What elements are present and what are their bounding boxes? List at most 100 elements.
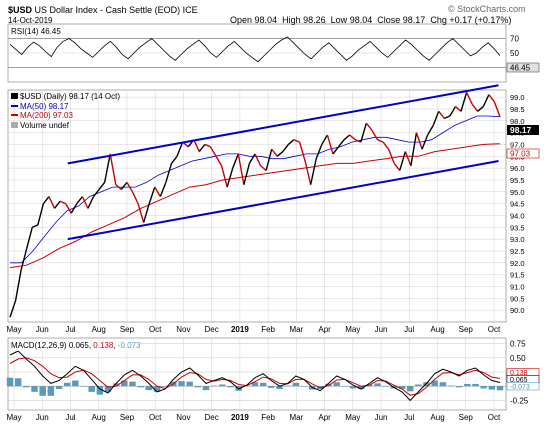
price-segment <box>248 153 256 164</box>
price-segment <box>349 134 356 141</box>
macd-histogram-bar <box>447 385 455 387</box>
symbol-header: $USD US Dollar Index - Cash Settle (EOD)… <box>8 5 198 16</box>
macd-histogram-bar <box>398 386 406 390</box>
macd-histogram-bar <box>455 386 463 388</box>
price-segment <box>488 94 495 103</box>
price-x-tick-label: Apr <box>318 325 331 334</box>
legend-item-price: $USD (Daily) 98.17 (14 Oct) <box>11 92 120 102</box>
price-panel: 99.098.598.097.597.096.596.095.595.094.5… <box>6 84 540 334</box>
price-segment <box>81 196 89 209</box>
macd-histogram-bar <box>464 383 471 387</box>
price-segment <box>427 125 434 136</box>
macd-value-tag <box>506 382 540 391</box>
macd-histogram-bar <box>308 386 316 390</box>
price-segment <box>282 144 289 152</box>
macd-histogram-bar <box>121 380 128 387</box>
quote-date: 14-Oct-2019 <box>8 16 53 25</box>
price-segment <box>87 196 95 209</box>
macd-histogram-bar <box>333 382 340 387</box>
low-label: Low <box>330 15 348 25</box>
macd-histogram-bar <box>488 386 496 390</box>
low-value: 98.04 <box>349 15 373 25</box>
macd-line <box>9 350 501 402</box>
macd-histogram-bar <box>47 386 55 396</box>
macd-histogram-bar <box>219 384 226 387</box>
macd-histogram-bar <box>423 382 430 387</box>
macd-x-tick-label: Oct <box>149 413 162 422</box>
macd-histogram-bar <box>186 381 193 387</box>
ma50-swatch-icon <box>11 104 18 107</box>
price-segment <box>103 153 111 183</box>
price-tick-label: 91.0 <box>510 282 525 291</box>
price-x-tick-label: Jul <box>404 325 414 334</box>
macd-histogram-bar <box>227 386 234 388</box>
price-x-tick-label: Jul <box>65 325 75 334</box>
volume-swatch-icon <box>11 121 18 128</box>
price-segment <box>449 106 457 117</box>
macd-histogram-bar <box>472 383 479 387</box>
price-x-tick-label: Sep <box>120 325 135 334</box>
macd-histogram-bar <box>194 386 202 388</box>
macd-value-tag-text: 0.138 <box>510 370 528 377</box>
price-segment <box>404 151 412 167</box>
price-segment <box>321 134 328 145</box>
price-segment <box>53 200 61 209</box>
macd-histogram-bar <box>80 386 87 387</box>
price-segment <box>20 248 28 271</box>
macd-histogram-bar <box>268 386 275 388</box>
price-segment <box>377 139 384 143</box>
macd-histogram-bar <box>374 383 381 387</box>
price-tick-label: 95.5 <box>510 176 525 185</box>
macd-x-tick-label: May <box>345 413 360 422</box>
price-segment <box>176 141 184 157</box>
macd-histogram-bar <box>276 386 283 390</box>
price-segment <box>304 160 312 185</box>
macd-x-tick-label: Oct <box>488 413 501 422</box>
macd-label: MACD(12,26,9) <box>11 341 67 350</box>
ma200-line <box>9 143 501 269</box>
price-segment <box>332 146 340 155</box>
ma200-value-tag-text: 97.03 <box>510 150 531 159</box>
price-segment <box>215 155 223 167</box>
price-segment <box>237 153 245 185</box>
rsi-label: RSI(14) 46.45 <box>11 26 61 37</box>
macd-x-tick-label: Mar <box>289 413 303 422</box>
price-tick-label: 92.5 <box>510 247 525 256</box>
price-segment <box>287 139 295 145</box>
price-segment <box>438 110 445 119</box>
macd-histogram-bar <box>153 386 161 392</box>
legend-item-volume: Volume undef <box>11 121 120 131</box>
legend-ma50-label: MA(50) 98.17 <box>20 101 69 111</box>
macd-value-tag-text: 0.065 <box>510 377 528 384</box>
price-value-tag-text: 98.17 <box>510 125 532 135</box>
price-segment <box>154 186 161 197</box>
upper-trendline <box>67 84 499 165</box>
price-segment <box>193 139 200 152</box>
macd-x-tick-label: Jun <box>36 413 49 422</box>
macd-x-tick-label: Apr <box>318 413 331 422</box>
macd-signal-line <box>9 357 501 396</box>
price-segment <box>232 153 239 169</box>
price-segment <box>315 144 323 159</box>
macd-histogram-bar <box>31 386 38 392</box>
chg-label: Chg <box>430 15 447 25</box>
signal-value: 0.138 <box>93 341 114 350</box>
price-segment <box>226 167 234 188</box>
price-x-tick-label: Jun <box>36 325 49 334</box>
price-segment <box>9 300 17 318</box>
symbol-ticker: $USD <box>8 5 33 15</box>
price-segment <box>220 165 228 188</box>
price-swatch-icon <box>11 93 18 99</box>
price-segment <box>399 151 407 171</box>
ma50-line <box>10 115 501 264</box>
macd-histogram-bar <box>96 386 104 395</box>
price-segment <box>243 163 251 185</box>
price-segment <box>37 203 45 226</box>
macd-histogram-bar <box>88 386 95 392</box>
price-tick-label: 90.5 <box>510 294 525 303</box>
macd-histogram-bar <box>292 382 300 387</box>
macd-tick-label: 0.75 <box>510 340 526 349</box>
price-x-tick-label: Aug <box>92 325 106 334</box>
symbol-name: US Dollar Index - Cash Settle (EOD) ICE <box>34 5 198 15</box>
